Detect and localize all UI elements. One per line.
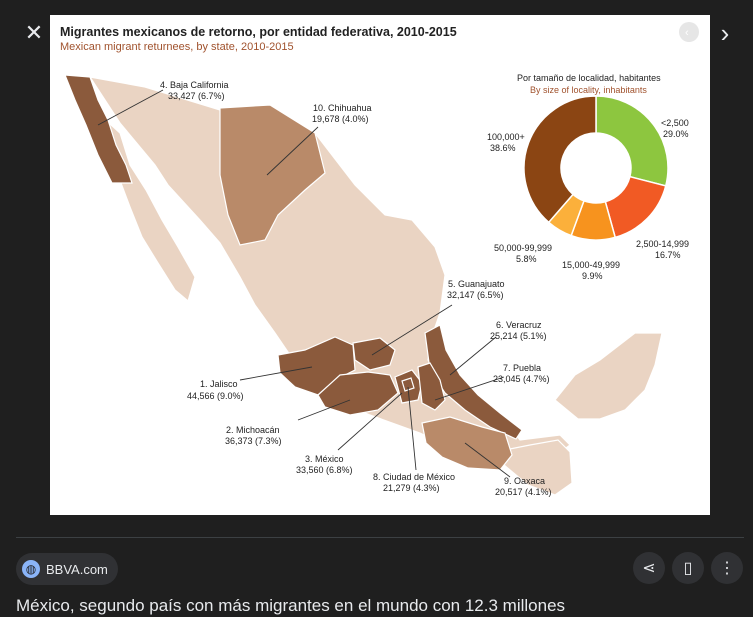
image-caption[interactable]: México, segundo país con más migrantes e… (16, 596, 566, 615)
label-chihuahua-value: 19,678 (4.0%) (312, 114, 369, 124)
donut-slice-lt2500 (595, 95, 669, 187)
prev-image-button[interactable] (679, 22, 699, 42)
label-guanajuato-value: 32,147 (6.5%) (447, 290, 504, 300)
pie-label-50000: 50,000-99,999 (494, 243, 552, 253)
pie-heading: Por tamaño de localidad, habitantes (517, 73, 661, 83)
pointer-guanajuato (371, 304, 453, 356)
more-options-button[interactable]: ⋮ (711, 552, 743, 584)
size-of-locality-donut (523, 95, 669, 241)
bookmark-icon: ▯ (683, 560, 693, 577)
pointer-veracruz (449, 336, 497, 376)
state-labels: 4. Baja California 33,427 (6.7%) 10. Chi… (160, 80, 552, 497)
close-icon: ✕ (24, 20, 44, 45)
state-region (554, 332, 663, 420)
next-image-button[interactable]: › (707, 15, 743, 51)
state-chihuahua (219, 104, 326, 246)
pointer-michoacan (297, 399, 351, 421)
label-baja-value: 33,427 (6.7%) (168, 91, 225, 101)
label-veracruz-name: 6. Veracruz (496, 320, 542, 330)
globe-icon: ◍ (22, 560, 40, 578)
label-veracruz-value: 25,214 (5.1%) (490, 331, 547, 341)
label-jalisco-name: 1. Jalisco (200, 379, 238, 389)
figure-subtitle: Mexican migrant returnees, by state, 201… (60, 41, 294, 53)
label-guanajuato-name: 5. Guanajuato (448, 279, 505, 289)
divider (16, 537, 744, 538)
pointer-puebla (434, 376, 505, 401)
save-button[interactable]: ▯ (672, 552, 704, 584)
pie-label-100000: 100,000+ (487, 132, 525, 142)
state-veracruz (424, 324, 523, 440)
donut-slice-s2500 (604, 175, 667, 239)
pointer-baja (97, 89, 164, 126)
pie-pct-2500: 16.7% (655, 250, 681, 260)
pie-label-2500: 2,500-14,999 (636, 239, 689, 249)
pie-label-lt2500: <2,500 (661, 118, 689, 128)
chevron-left-icon: ‹ (685, 27, 689, 39)
label-cdmx-name: 8. Ciudad de México (373, 472, 455, 482)
pie-pct-100000: 38.6% (490, 143, 516, 153)
share-button[interactable]: ⋖ (633, 552, 665, 584)
donut-slice-s100000 (523, 95, 597, 224)
pie-pct-lt2500: 29.0% (663, 129, 689, 139)
source-name: BBVA.com (46, 561, 108, 577)
image-preview: Migrantes mexicanos de retorno, por enti… (50, 15, 710, 515)
share-icon: ⋖ (642, 560, 656, 577)
mexico-map (64, 74, 663, 496)
pie-pct-50000: 5.8% (516, 254, 537, 264)
pointer-cdmx (407, 386, 417, 471)
label-jalisco-value: 44,566 (9.0%) (187, 391, 244, 401)
label-mexico-name: 3. México (305, 454, 344, 464)
close-button[interactable]: ✕ (16, 15, 52, 51)
pointer-chihuahua (266, 126, 319, 176)
pointer-oaxaca (464, 442, 511, 478)
figure-title: Migrantes mexicanos de retorno, por enti… (60, 25, 457, 39)
pie-heading-en: By size of locality, inhabitants (530, 85, 647, 95)
label-oaxaca-name: 9. Oaxaca (504, 476, 545, 486)
pie-pct-15000: 9.9% (582, 271, 603, 281)
state-cdmx (401, 377, 415, 392)
label-puebla-name: 7. Puebla (503, 363, 541, 373)
migration-map-figure: Migrantes mexicanos de retorno, por enti… (60, 22, 699, 497)
state-baja-california (64, 74, 133, 184)
label-puebla-value: 23,045 (4.7%) (493, 374, 550, 384)
label-michoacan-name: 2. Michoacán (226, 425, 280, 435)
state-puebla (417, 362, 446, 411)
source-link[interactable]: ◍ BBVA.com (16, 553, 118, 585)
pointer-lines (97, 89, 511, 478)
chevron-right-icon: › (720, 17, 730, 48)
more-vert-icon: ⋮ (719, 560, 735, 577)
state-region (88, 76, 571, 464)
label-mexico-value: 33,560 (6.8%) (296, 465, 353, 475)
label-chihuahua-name: 10. Chihuahua (313, 103, 372, 113)
label-oaxaca-value: 20,517 (4.1%) (495, 487, 552, 497)
label-cdmx-value: 21,279 (4.3%) (383, 483, 440, 493)
pie-label-15000: 15,000-49,999 (562, 260, 620, 270)
label-baja-name: 4. Baja California (160, 80, 229, 90)
pointer-jalisco (239, 366, 313, 381)
state-oaxaca (421, 416, 513, 471)
pointer-mexico (337, 392, 403, 451)
label-michoacan-value: 36,373 (7.3%) (225, 436, 282, 446)
